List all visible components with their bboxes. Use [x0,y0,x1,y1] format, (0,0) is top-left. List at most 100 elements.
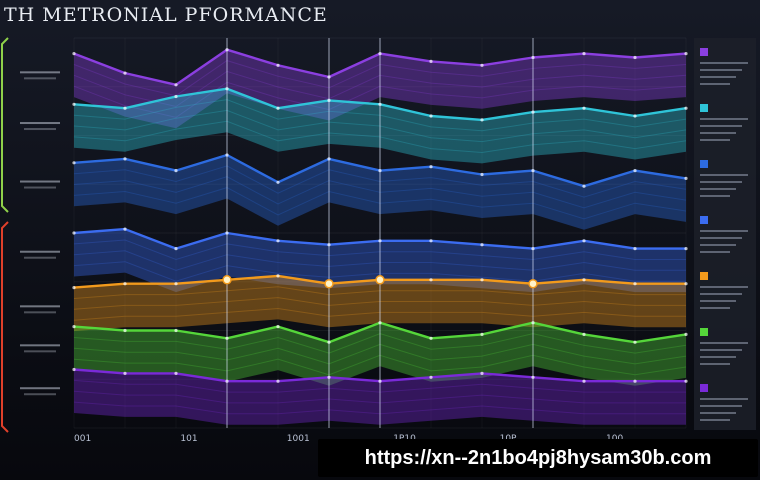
data-point [276,180,280,184]
data-point [633,55,637,60]
data-point [72,161,76,165]
data-point [123,328,127,333]
left-bracket [1,221,9,433]
legend-text-line [700,363,730,365]
legend-background [694,38,756,430]
data-point [276,63,280,67]
data-point [72,102,76,106]
data-point [684,176,688,180]
legend-swatch [700,160,708,168]
left-label-line [24,350,56,353]
left-label-line [20,250,60,253]
legend-text-line [700,405,742,407]
url-badge[interactable]: https://xn--2n1bo4pj8hysam30b.com [318,439,758,477]
data-point [429,278,433,282]
legend-swatch [700,272,708,280]
legend-text-line [700,307,730,309]
legend-text-line [700,349,742,351]
legend-text-line [700,286,748,288]
legend-swatch [700,384,708,392]
data-point [582,184,586,188]
data-point [684,247,688,251]
legend-text-line [700,174,748,176]
legend-text-line [700,83,730,85]
data-point [123,282,127,286]
data-point [684,52,688,56]
legend-swatch [700,216,708,224]
left-label-line [24,311,56,314]
data-point [480,278,484,282]
left-brackets [1,37,60,433]
data-point [633,340,637,344]
data-point [174,83,178,87]
data-point [582,332,586,336]
data-point [276,239,280,243]
data-point [480,118,484,122]
data-point [582,52,586,56]
left-bracket [1,37,9,213]
data-point [72,231,76,235]
data-point [480,63,484,67]
data-point [429,375,433,379]
data-point [429,114,433,118]
left-label-line [24,393,56,396]
data-point [429,165,433,169]
data-point [123,106,127,110]
data-point [429,59,433,64]
data-point [582,106,586,110]
legend-text-line [700,62,748,64]
x-tick-label: 1001 [287,434,310,444]
data-point [582,379,586,383]
data-point [72,286,76,290]
legend-text-line [700,251,730,253]
data-point [429,336,433,340]
legend-text-line [700,293,742,295]
legend-text-line [700,356,736,358]
data-point [633,247,637,251]
data-point [276,106,280,110]
data-point [123,157,127,161]
left-label-line [24,256,56,259]
legend-text-line [700,300,736,302]
legend-text-line [700,342,748,344]
data-point [174,94,178,99]
data-point [684,106,688,110]
legend-text-line [700,195,730,197]
data-point [480,371,484,375]
legend-text-line [700,76,736,78]
x-tick-label: 001 [74,434,91,444]
vertical-markers [222,38,538,428]
legend-text-line [700,188,736,190]
data-point [123,371,127,375]
data-point [276,379,280,383]
data-point [276,274,280,278]
marker-dot [375,275,385,285]
legend-text-line [700,118,748,120]
chart-title: TH METRONIAL PFORMANCE [4,4,328,26]
data-point [174,282,178,286]
data-point [174,169,178,173]
data-point [174,328,178,333]
legend-text-line [700,125,742,127]
marker-dot [222,275,232,285]
data-point [633,379,637,383]
data-point [174,371,178,375]
data-point [480,332,484,336]
left-label-line [24,186,56,189]
data-point [123,71,127,75]
legend-text-line [700,181,742,183]
data-point [480,172,484,177]
legend-text-line [700,244,736,246]
legend-panel [694,38,756,430]
x-tick-label: 101 [180,434,197,444]
data-point [72,52,76,56]
data-point [684,379,688,383]
data-point [429,239,433,243]
legend-text-line [700,132,736,134]
left-label-line [20,122,60,125]
left-label-line [20,387,60,390]
marker-dot [324,278,334,289]
data-point [276,325,280,329]
left-label-line [20,344,60,347]
